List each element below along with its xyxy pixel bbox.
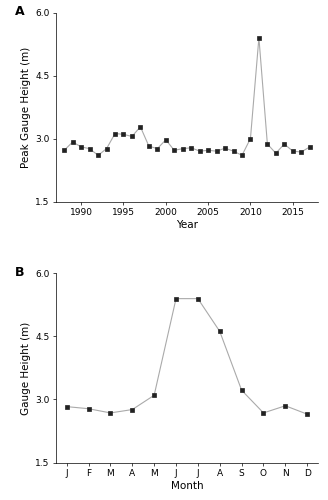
- Text: B: B: [15, 266, 25, 279]
- X-axis label: Month: Month: [171, 480, 203, 490]
- Text: A: A: [15, 5, 25, 18]
- X-axis label: Year: Year: [176, 220, 198, 230]
- Y-axis label: Gauge Height (m): Gauge Height (m): [21, 322, 31, 414]
- Y-axis label: Peak Gauge Height (m): Peak Gauge Height (m): [21, 46, 31, 168]
